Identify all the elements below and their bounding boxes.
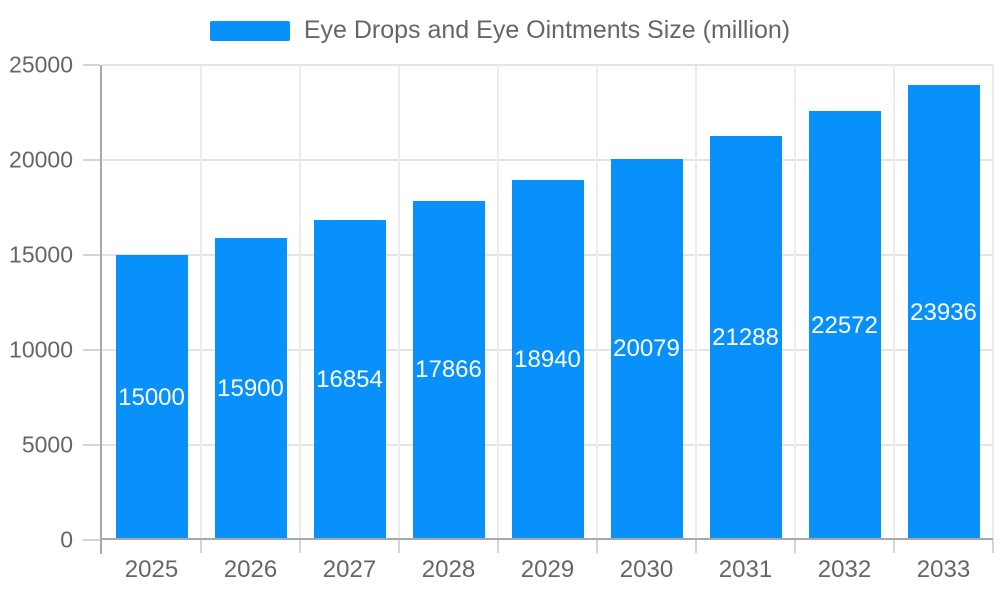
y-axis-labels: 0 5000 10000 15000 20000 25000 [0,52,73,553]
gridline-vertical [992,65,994,540]
x-axis-tick-label: 2032 [817,556,872,583]
x-axis-tick-label: 2030 [619,556,674,583]
legend-label: Eye Drops and Eye Ointments Size (millio… [303,16,791,44]
legend: Eye Drops and Eye Ointments Size (millio… [0,16,1000,45]
bar-value-label: 17866 [415,356,482,384]
bar-value-label: 23936 [910,298,977,326]
y-axis-tick-label: 0 [60,526,73,553]
x-axis-line [100,538,993,540]
x-axis-tick-label: 2025 [124,556,179,583]
bar[interactable] [907,85,980,540]
y-axis-tick-label: 10000 [9,336,73,363]
x-tick-mark [200,540,202,553]
bar[interactable] [709,135,782,540]
x-tick-mark [893,540,895,553]
y-tick-mark [83,539,100,541]
bar-value-label: 21288 [712,323,779,351]
gridline-vertical [497,65,499,540]
bar[interactable] [511,180,584,540]
gridline-horizontal [102,159,993,161]
bar-value-label: 20079 [613,335,680,363]
bar[interactable] [610,158,683,540]
bar-value-label: 15000 [118,383,185,411]
y-axis-line [100,65,102,554]
y-tick-mark [83,349,100,351]
bar[interactable] [115,255,188,540]
x-axis-tick-label: 2027 [322,556,377,583]
gridline-horizontal [102,64,993,66]
bar[interactable] [214,237,287,540]
legend-swatch-icon [209,20,290,41]
bar-value-label: 18940 [514,346,581,374]
gridline-vertical [299,65,301,540]
y-axis-tick-label: 5000 [21,431,73,458]
x-tick-mark [398,540,400,553]
x-tick-mark [497,540,499,553]
gridline-vertical [794,65,796,540]
x-axis-labels: 2025 2026 2027 2028 2029 2030 2031 2032 2033 [102,556,993,588]
gridline-vertical [695,65,697,540]
x-tick-mark [299,540,301,553]
x-tick-mark [695,540,697,553]
bar-value-label: 15900 [217,374,284,402]
gridline-vertical [200,65,202,540]
y-tick-mark [83,254,100,256]
bar[interactable] [412,200,485,540]
plot-area: 15000 15900 16854 17866 18940 20079 21288 22572… [102,64,994,540]
bar[interactable] [808,111,881,540]
y-tick-mark [83,444,100,446]
bar-value-label: 22572 [811,311,878,339]
x-axis-tick-label: 2026 [223,556,278,583]
x-axis-tick-label: 2028 [421,556,476,583]
gridline-vertical [596,65,598,540]
bar-value-label: 16854 [316,365,383,393]
x-tick-mark [596,540,598,553]
y-axis-tick-label: 25000 [9,51,73,78]
bar[interactable] [313,219,386,540]
gridline-vertical [398,65,400,540]
y-axis-tick-label: 20000 [9,146,73,173]
x-axis-tick-label: 2029 [520,556,575,583]
gridline-vertical [893,65,895,540]
y-tick-mark [83,159,100,161]
x-axis-tick-label: 2033 [916,556,971,583]
x-tick-mark [794,540,796,553]
y-tick-mark [83,64,100,66]
legend-item[interactable]: Eye Drops and Eye Ointments Size (millio… [209,16,791,45]
x-tick-mark [992,540,994,553]
x-axis-tick-label: 2031 [718,556,773,583]
y-axis-tick-label: 15000 [9,241,73,268]
